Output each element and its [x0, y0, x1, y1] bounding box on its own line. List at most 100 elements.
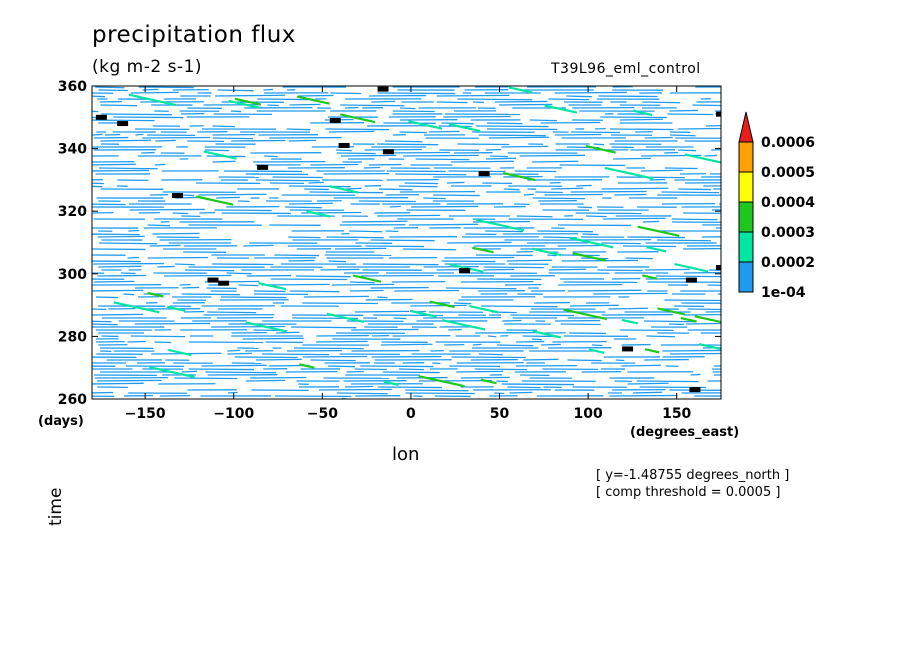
field-streak [93, 280, 135, 283]
field-streak [291, 326, 357, 329]
colorbar-tick-label: 0.0005 [761, 165, 815, 181]
field-streak [92, 133, 103, 136]
field-streak-strong [418, 375, 465, 388]
field-streak-strong [168, 348, 192, 357]
field-streak [164, 274, 232, 277]
field-streak [217, 89, 254, 92]
threshold-marker [338, 142, 350, 148]
run-name: T39L96_eml_control [551, 61, 701, 77]
colorbar-segment [738, 231, 754, 263]
field-streak [415, 158, 470, 161]
field-streak [567, 289, 642, 292]
axes: −150 −100 −50 0 50 100 150 260 280 300 320 340 360 [58, 79, 721, 422]
field-streak [575, 212, 642, 215]
field-streak [724, 281, 792, 282]
field-streak-strong [203, 150, 237, 160]
field-streak [288, 202, 333, 205]
field-streak [614, 193, 647, 196]
field-streak [503, 188, 520, 191]
threshold-marker [377, 86, 389, 92]
threshold-marker [95, 114, 107, 120]
field-streak [99, 167, 158, 170]
field-streak-strong [245, 321, 287, 333]
field-streak [138, 86, 194, 89]
field-streak [212, 137, 254, 140]
field-streak [395, 173, 467, 176]
field-streak [310, 359, 356, 362]
field-streak [671, 218, 718, 221]
field-streak [601, 242, 641, 245]
field-streak [335, 149, 352, 152]
field-streak [201, 364, 267, 367]
colorbar-tick-label: 1e-04 [761, 285, 806, 301]
field-streak [97, 274, 147, 277]
field-streak [403, 154, 479, 157]
x-tick-label: −100 [213, 406, 254, 422]
colorbar-tick-label: 0.0006 [761, 135, 815, 151]
field-streak [662, 349, 721, 352]
field-streak [669, 109, 698, 112]
field-streak [593, 292, 668, 295]
field-streak [711, 149, 721, 151]
field-streak [204, 149, 229, 152]
field-streak [670, 134, 696, 137]
precip-field [92, 86, 792, 399]
field-streak [92, 313, 144, 316]
field-streak [92, 169, 149, 172]
field-streak [409, 223, 479, 226]
field-streak [326, 236, 384, 239]
colorbar-segment [738, 171, 754, 203]
field-streak [498, 103, 553, 106]
colorbar-segment [738, 141, 754, 173]
field-streak [227, 391, 238, 394]
field-streak-strong [234, 97, 261, 106]
field-streak [475, 125, 549, 128]
field-streak [642, 101, 681, 104]
field-streak [295, 275, 351, 278]
field-streak [448, 328, 462, 331]
field-streak-strong [429, 300, 455, 309]
threshold-marker [478, 171, 490, 177]
field-streak [506, 259, 553, 262]
field-streak-strong [569, 236, 614, 249]
field-streak [256, 358, 302, 361]
field-streak [198, 193, 267, 196]
field-streak [174, 263, 195, 266]
field-streak-strong [258, 281, 287, 291]
field-streak [262, 353, 330, 356]
field-streak [494, 100, 548, 103]
field-streak [349, 230, 383, 233]
field-streak [130, 335, 186, 338]
field-streak [557, 244, 605, 247]
field-streak-strong [646, 245, 667, 253]
field-streak-strong [684, 153, 721, 164]
field-streak [365, 298, 413, 301]
field-streak [684, 313, 721, 316]
field-streak [709, 269, 721, 271]
field-streak [400, 107, 416, 110]
field-streak [250, 376, 307, 379]
field-streak-strong [698, 343, 721, 351]
field-streak [298, 94, 334, 97]
field-streak [501, 145, 549, 148]
x-tick-label: 50 [490, 406, 510, 422]
threshold-marker [218, 280, 230, 286]
field-streak [185, 269, 235, 272]
field-streak [633, 391, 663, 394]
field-streak [566, 95, 592, 98]
field-streak-strong [585, 144, 616, 154]
field-streak [646, 335, 675, 338]
field-streak [540, 343, 561, 346]
field-streak [288, 139, 316, 142]
field-streak [429, 130, 460, 133]
field-streak [433, 194, 480, 197]
field-streak [551, 187, 584, 190]
field-streak [98, 242, 158, 245]
field-streak [349, 281, 375, 284]
field-streak [149, 244, 181, 247]
field-streak [101, 113, 173, 116]
field-streak [212, 125, 236, 128]
field-streak [365, 245, 425, 248]
field-streak-strong [480, 378, 497, 385]
field-streak [531, 338, 542, 341]
